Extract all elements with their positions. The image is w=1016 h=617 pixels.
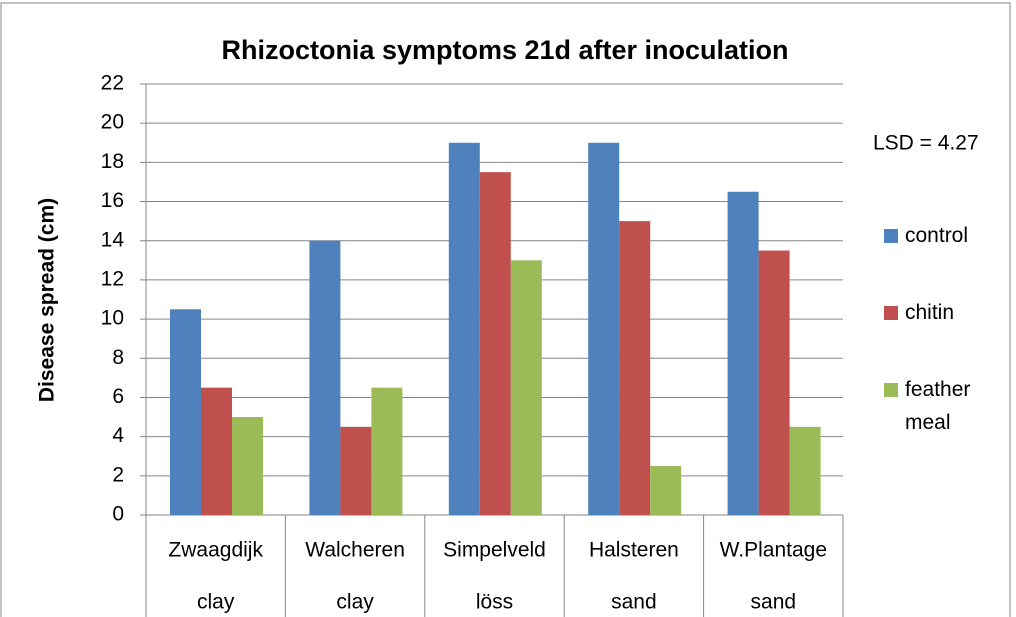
x-tick-label: Walcheren	[305, 539, 405, 562]
bar	[371, 387, 403, 515]
x-tick-label: Simpelveld	[443, 539, 546, 562]
bar	[789, 426, 821, 515]
y-tick-label: 12	[101, 267, 124, 290]
legend-label: control	[905, 224, 969, 247]
bar	[727, 191, 759, 515]
legend-swatch	[884, 383, 898, 397]
bar	[650, 466, 682, 515]
legend-swatch	[884, 229, 898, 243]
y-tick-label: 4	[112, 424, 124, 447]
y-tick-label: 14	[101, 228, 125, 251]
bar	[232, 417, 263, 515]
y-axis-label: Disease spread (cm)	[36, 198, 59, 402]
x-tick-label: löss	[476, 591, 513, 614]
y-tick-label: 8	[112, 346, 124, 369]
x-tick-label: clay	[197, 591, 235, 614]
y-tick-label: 10	[101, 307, 124, 330]
bar	[479, 172, 511, 515]
y-tick-label: 18	[101, 150, 124, 173]
x-tick-label: Zwaagdijk	[168, 539, 263, 562]
annotation: LSD = 4.27	[873, 132, 979, 155]
legend-swatch	[884, 306, 898, 320]
y-tick-label: 22	[101, 72, 124, 95]
y-tick-label: 20	[101, 111, 124, 134]
bar	[201, 387, 232, 515]
bar	[588, 142, 620, 516]
bar	[758, 250, 790, 516]
x-tick-label: sand	[751, 591, 797, 614]
y-tick-label: 6	[112, 385, 124, 408]
bar	[309, 240, 341, 515]
legend-label: chitin	[905, 301, 955, 324]
y-tick-label: 2	[112, 463, 124, 486]
bar	[170, 309, 201, 515]
x-tick-label: clay	[336, 591, 374, 614]
legend-label: feather meal	[905, 378, 971, 434]
x-tick-label: sand	[611, 591, 657, 614]
x-tick-label: W.Plantage	[720, 539, 827, 562]
y-tick-label: 16	[101, 189, 124, 212]
x-tick-label: Halsteren	[589, 539, 679, 562]
bar	[619, 221, 651, 516]
chart-title: Rhizoctonia symptoms 21d after inoculati…	[221, 35, 788, 65]
bar	[510, 260, 542, 515]
y-tick-label: 0	[112, 503, 124, 526]
bar	[340, 426, 372, 515]
bar	[448, 142, 480, 516]
